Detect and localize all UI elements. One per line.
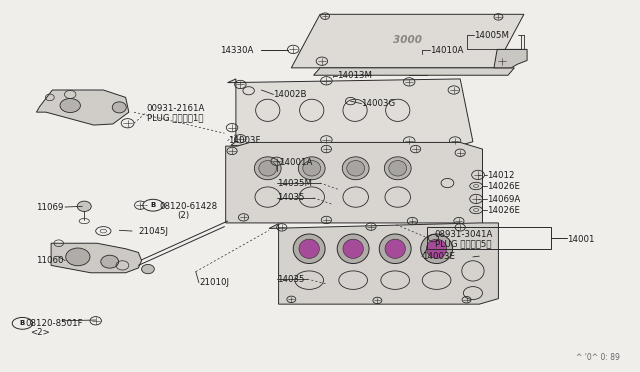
Text: <2>: <2>: [30, 328, 50, 337]
Text: B: B: [20, 320, 25, 326]
Text: PLUG プラグ（1）: PLUG プラグ（1）: [147, 113, 203, 122]
Text: 14010A: 14010A: [429, 46, 463, 55]
Text: 14069A: 14069A: [487, 195, 520, 204]
Text: 3000: 3000: [393, 35, 422, 45]
Bar: [427, 227, 551, 249]
Polygon shape: [51, 243, 141, 273]
Polygon shape: [36, 90, 129, 125]
Ellipse shape: [60, 99, 81, 112]
Text: PLUG プラグ（5）: PLUG プラグ（5）: [435, 240, 492, 248]
Text: 14035: 14035: [276, 193, 304, 202]
Ellipse shape: [420, 234, 452, 263]
Text: 08120-8501F: 08120-8501F: [26, 319, 83, 328]
Polygon shape: [314, 68, 515, 75]
Ellipse shape: [298, 157, 325, 180]
Ellipse shape: [254, 157, 281, 180]
Ellipse shape: [66, 248, 90, 266]
Ellipse shape: [100, 255, 118, 268]
Text: 14003G: 14003G: [362, 99, 396, 108]
Ellipse shape: [141, 264, 154, 274]
Text: 14026E: 14026E: [487, 182, 520, 191]
Ellipse shape: [299, 239, 319, 259]
Text: 08931-3041A: 08931-3041A: [435, 230, 493, 239]
Polygon shape: [291, 14, 524, 68]
Ellipse shape: [337, 234, 369, 263]
Text: 11069: 11069: [36, 202, 64, 212]
Text: 14012: 14012: [487, 171, 515, 180]
Text: (2): (2): [177, 211, 189, 220]
Text: 14035M: 14035M: [276, 179, 312, 187]
Text: ^ '0^ 0: 89: ^ '0^ 0: 89: [575, 353, 620, 362]
Text: 14003F: 14003F: [228, 136, 260, 145]
Text: 21010J: 21010J: [199, 278, 229, 287]
Polygon shape: [228, 79, 473, 145]
Text: 14005M: 14005M: [474, 31, 509, 40]
Text: 14035: 14035: [276, 275, 304, 283]
Ellipse shape: [385, 157, 411, 180]
Ellipse shape: [259, 161, 276, 176]
Text: 08120-61428: 08120-61428: [159, 202, 218, 211]
Text: 14026E: 14026E: [487, 206, 520, 215]
Text: 11060: 11060: [36, 256, 64, 265]
Ellipse shape: [112, 102, 126, 113]
Ellipse shape: [380, 234, 411, 263]
Text: 14001: 14001: [567, 235, 595, 244]
Ellipse shape: [12, 317, 33, 329]
Text: 00931-2161A: 00931-2161A: [147, 104, 205, 113]
Ellipse shape: [389, 161, 406, 176]
Text: 14002B: 14002B: [273, 90, 307, 99]
Text: 14001A: 14001A: [278, 157, 312, 167]
Ellipse shape: [342, 157, 369, 180]
Polygon shape: [354, 68, 371, 75]
Text: 14003E: 14003E: [422, 252, 455, 262]
Ellipse shape: [77, 201, 92, 211]
Polygon shape: [226, 142, 483, 230]
Text: 14330A: 14330A: [220, 46, 253, 55]
Polygon shape: [494, 49, 527, 68]
Polygon shape: [269, 223, 499, 304]
Ellipse shape: [385, 239, 405, 259]
Text: B: B: [150, 202, 156, 208]
Ellipse shape: [347, 161, 365, 176]
Ellipse shape: [143, 199, 163, 211]
Text: 21045J: 21045J: [138, 227, 168, 235]
Ellipse shape: [303, 161, 321, 176]
Ellipse shape: [426, 239, 447, 259]
Ellipse shape: [343, 239, 364, 259]
Polygon shape: [409, 68, 427, 75]
Ellipse shape: [293, 234, 325, 263]
Text: 14013M: 14013M: [337, 71, 372, 80]
